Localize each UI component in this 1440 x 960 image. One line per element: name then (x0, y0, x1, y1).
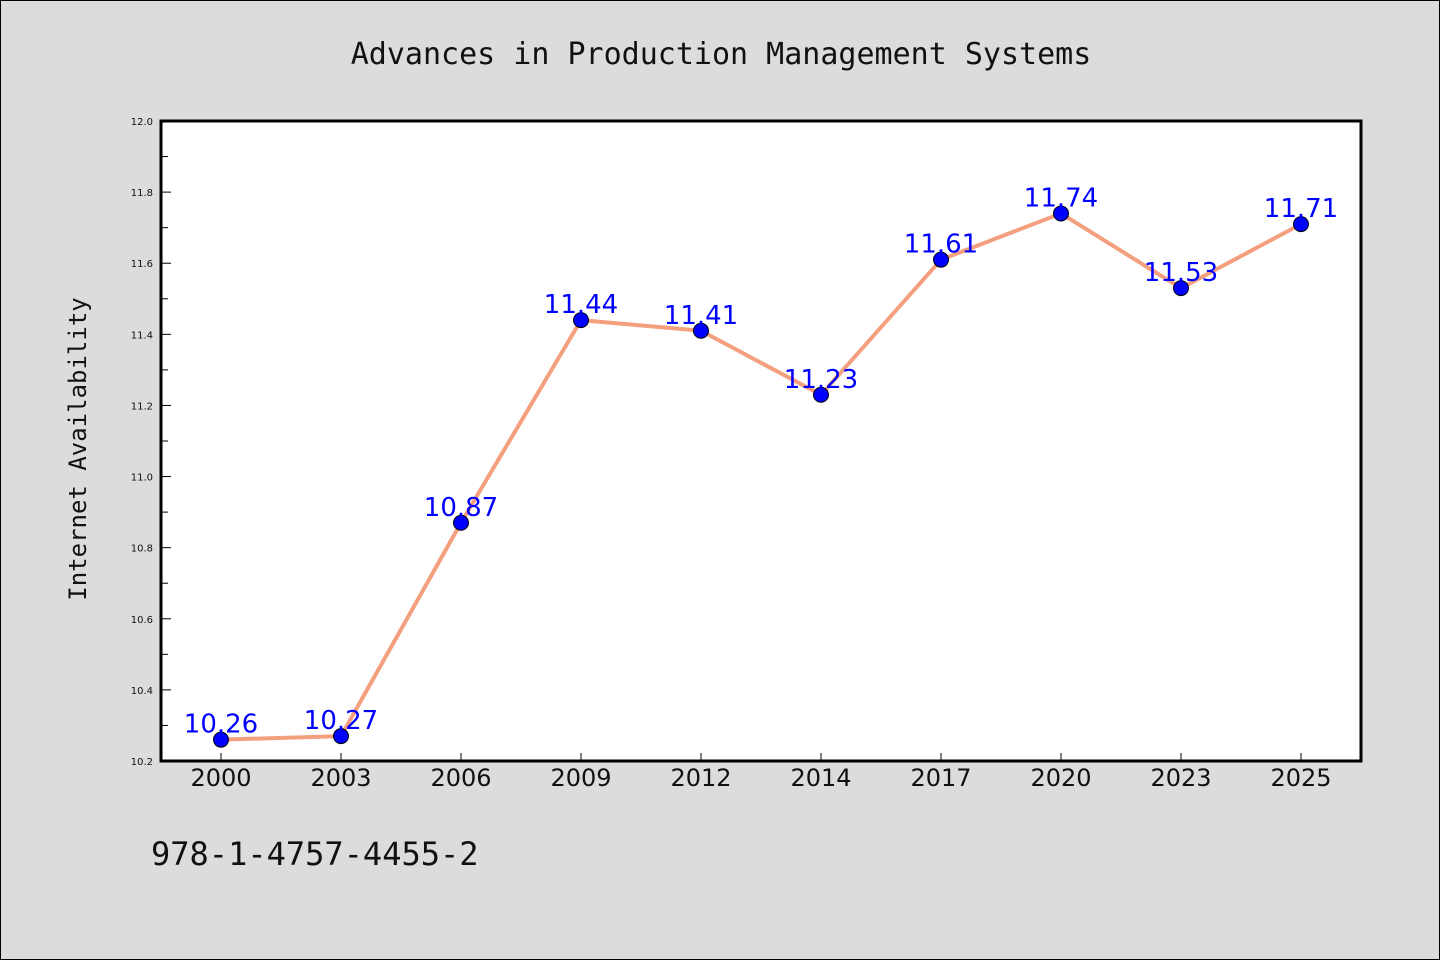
data-label: 10.26 (184, 710, 258, 740)
data-label: 11.44 (544, 290, 618, 320)
x-tick-label: 2009 (550, 764, 611, 792)
data-point (213, 731, 229, 748)
chart-title: Advances in Production Management System… (351, 37, 1092, 72)
series-line (219, 211, 1303, 742)
x-tick-label: 2003 (310, 764, 371, 792)
y-tick-label: 10.4 (131, 686, 153, 697)
x-tick-label: 2000 (190, 764, 251, 792)
x-tick-label: 2012 (670, 764, 731, 792)
x-tick-label: 2014 (790, 764, 851, 792)
data-point (333, 728, 349, 745)
y-tick-label: 11.2 (131, 401, 153, 412)
data-point (453, 514, 469, 531)
x-axis: 2000 2003 2006 2009 2012 2014 2017 2020 2023 2025 (190, 753, 1332, 792)
x-tick-label: 2017 (910, 764, 971, 792)
y-tick-label: 10.2 (131, 757, 153, 768)
y-tick-label: 11.8 (131, 188, 153, 199)
data-label: 11.71 (1264, 194, 1338, 224)
x-tick-label: 2006 (430, 764, 491, 792)
plot-frame (159, 119, 1363, 763)
data-label: 10.27 (304, 706, 378, 736)
data-label: 11.74 (1024, 183, 1098, 213)
data-label: 11.53 (1144, 258, 1218, 288)
data-label: 11.61 (904, 230, 978, 260)
data-point (813, 386, 829, 403)
y-tick-label: 10.6 (131, 615, 153, 626)
data-point (1293, 216, 1309, 233)
x-tick-label: 2020 (1030, 764, 1091, 792)
data-point (1173, 280, 1189, 297)
footer-isbn: 978-1-4757-4455-2 (151, 835, 479, 873)
data-point (693, 322, 709, 339)
y-axis-label: Internet Availability (64, 297, 92, 600)
series-layer: 10.26 10.27 10.87 11.44 11.41 11.23 11.61 11.74… (184, 183, 1338, 748)
y-tick-label: 11.4 (131, 330, 153, 341)
x-tick-label: 2023 (1150, 764, 1211, 792)
data-point (933, 251, 949, 268)
plot-area (161, 121, 1361, 761)
data-point (1053, 205, 1069, 222)
y-tick-label: 10.8 (131, 544, 153, 555)
data-point (573, 312, 589, 329)
data-label: 10.87 (424, 493, 498, 523)
x-tick-label: 2025 (1270, 764, 1331, 792)
y-tick-label: 11.6 (131, 259, 153, 270)
data-label: 11.41 (664, 301, 738, 331)
y-tick-label: 12.0 (131, 117, 153, 128)
data-label: 11.23 (784, 365, 858, 395)
y-tick-label: 11.0 (131, 473, 153, 484)
